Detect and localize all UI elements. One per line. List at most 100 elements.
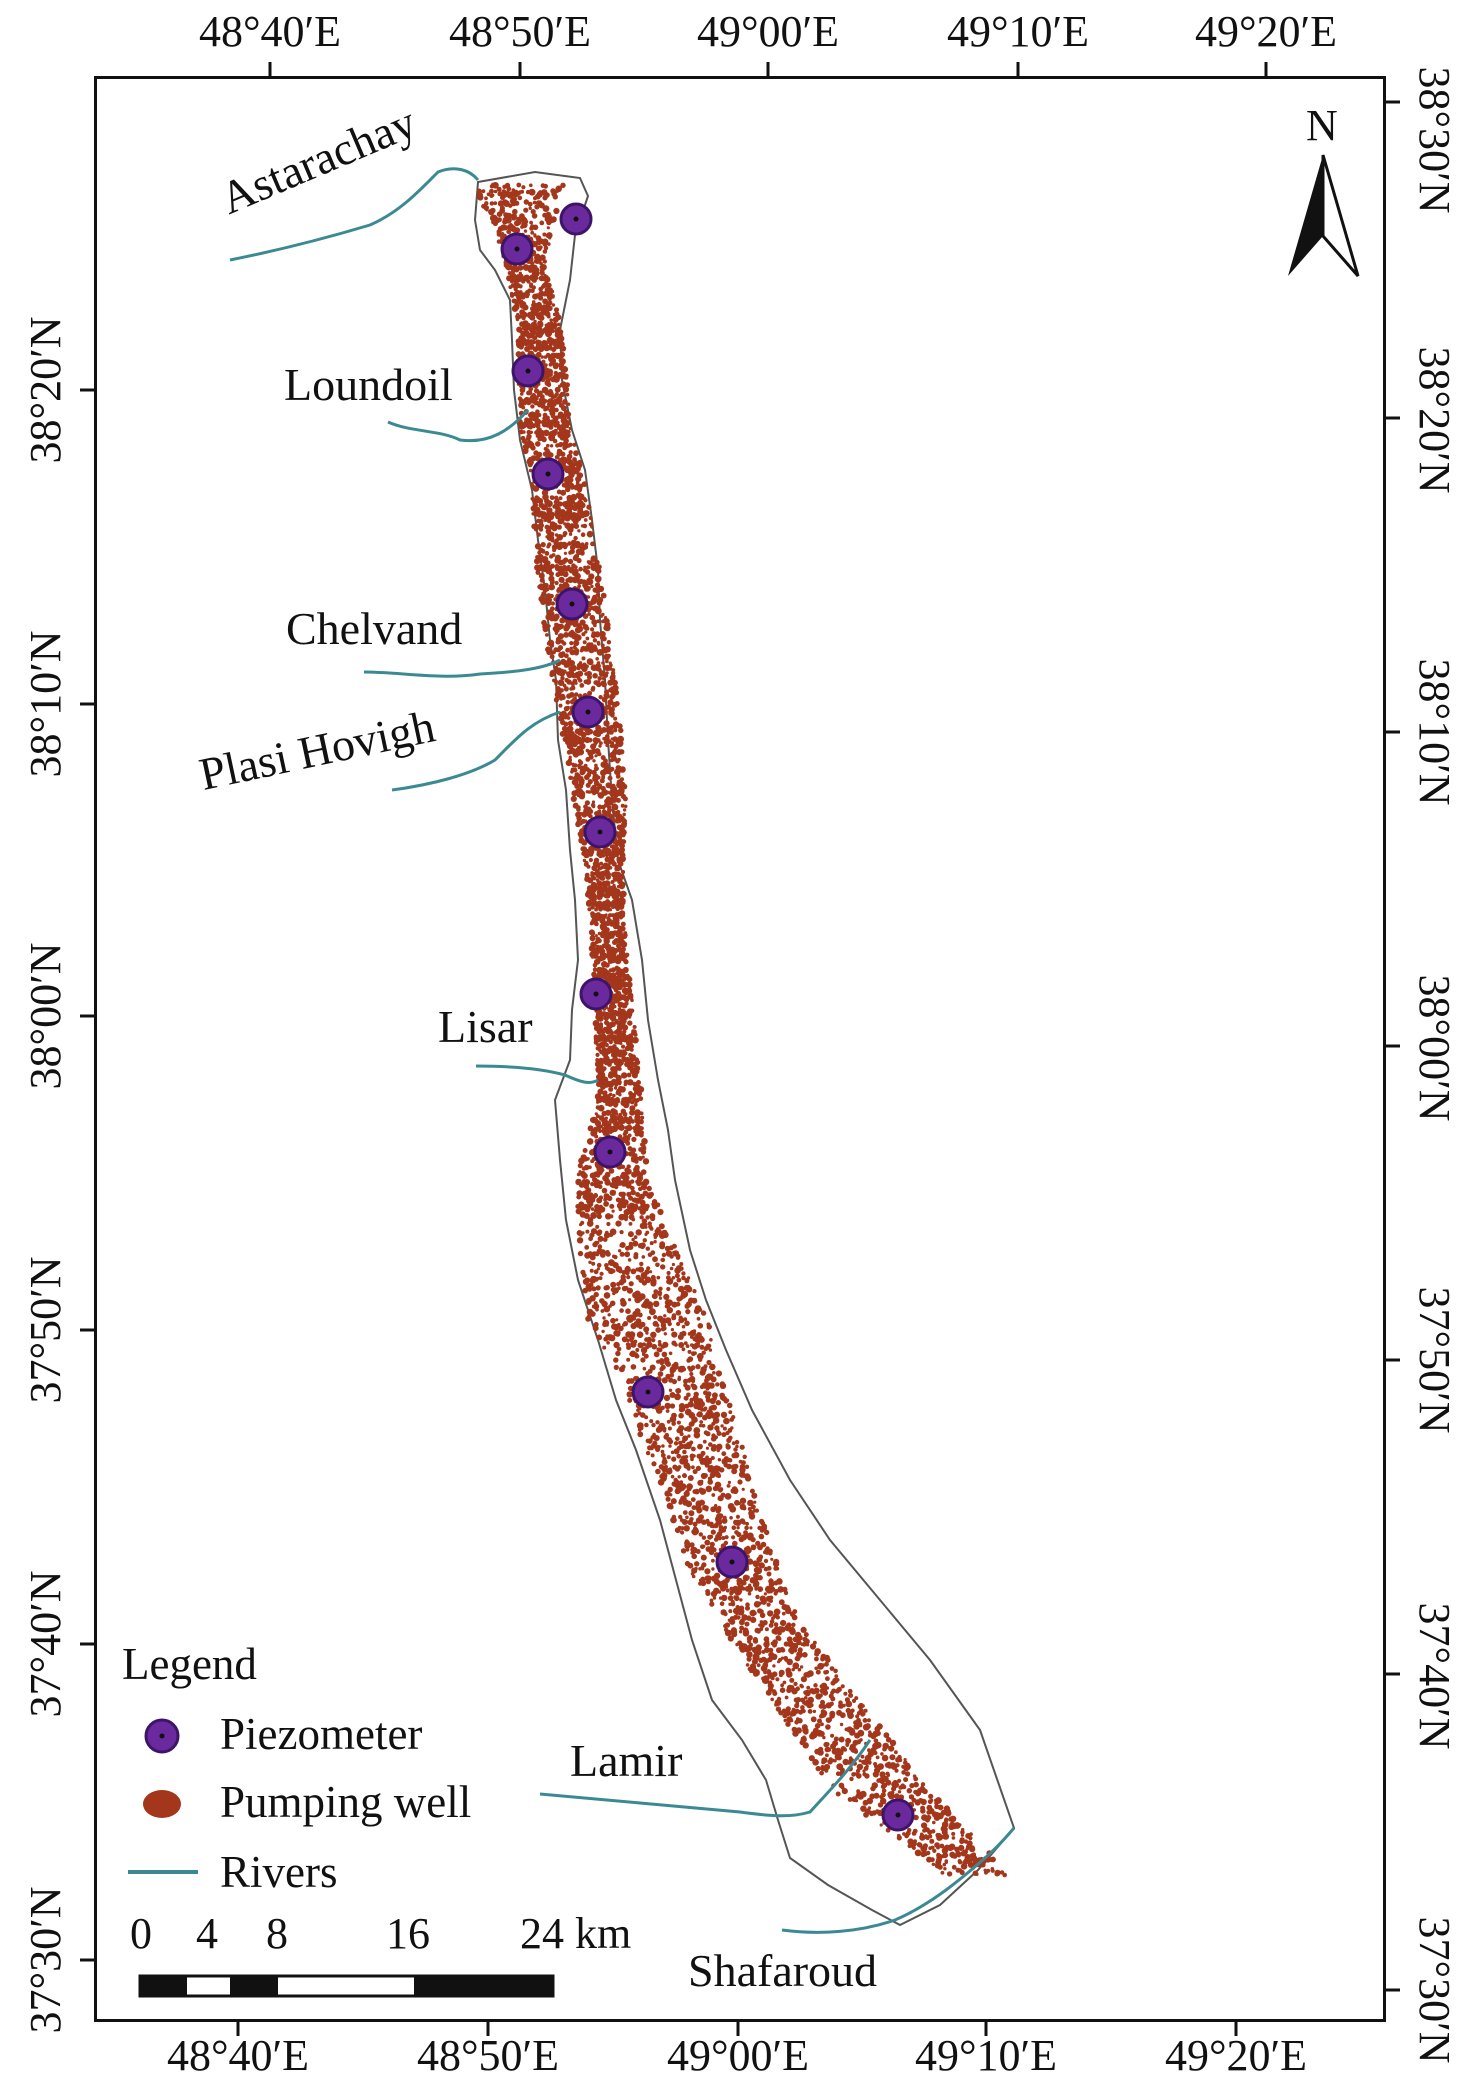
pumping-well-dot [686, 1483, 693, 1490]
pumping-well-dot [725, 1443, 730, 1448]
pumping-well-dot [497, 200, 505, 207]
pumping-well-dot [697, 1323, 704, 1329]
pumping-well-dot [588, 846, 594, 851]
pumping-well-dot [617, 1322, 621, 1327]
pumping-well-dot [721, 1536, 726, 1540]
pumping-well-dot [590, 557, 596, 562]
pumping-well-dot [607, 1313, 611, 1317]
pumping-well-dot [610, 673, 616, 679]
pumping-well-dot [613, 728, 618, 733]
pumping-well-dot [612, 930, 618, 936]
pumping-well-dot [557, 322, 561, 327]
pumping-well-dot [545, 646, 552, 653]
pumping-well-dot [557, 633, 565, 640]
pumping-well-dot [537, 390, 543, 396]
pumping-well-dot [690, 1331, 695, 1336]
pumping-well-dot [516, 182, 522, 188]
pumping-well-dot [733, 1447, 738, 1452]
pumping-well-dot [591, 946, 595, 950]
pumping-well-dot [691, 1297, 698, 1304]
pumping-well-dot [605, 871, 611, 877]
pumping-well-dot [584, 1206, 591, 1213]
pumping-well-dot [555, 189, 560, 193]
pumping-well-dot [798, 1650, 802, 1655]
pumping-well-dot [671, 1412, 677, 1419]
pumping-well-dot [589, 951, 596, 958]
pumping-well-dot [514, 291, 521, 297]
pumping-well-dot [624, 1058, 629, 1063]
pumping-well-dot [615, 1318, 619, 1322]
pumping-well-dot [633, 1321, 638, 1326]
pumping-well-dot [765, 1546, 770, 1551]
pumping-well-dot [728, 1609, 733, 1614]
pumping-well-dot [542, 557, 547, 562]
pumping-well-dot [597, 597, 604, 603]
pumping-well-dot [603, 711, 608, 716]
pumping-well-dot [545, 217, 549, 222]
pumping-well-dot [493, 189, 498, 194]
pumping-well-dot [533, 388, 540, 394]
pumping-well-dot [532, 485, 540, 492]
pumping-well-dot [577, 759, 582, 763]
pumping-well-dot [675, 1310, 682, 1316]
pumping-well-dot [590, 1182, 595, 1187]
pumping-well-dot [544, 379, 551, 386]
pumping-well-dot [804, 1638, 810, 1645]
pumping-well-dot [523, 329, 528, 335]
pumping-well-dot [603, 1305, 611, 1313]
pumping-well-dot [655, 1228, 662, 1236]
pumping-well-dot [680, 1530, 685, 1535]
pumping-well-dot [583, 565, 587, 569]
pumping-well-dot [707, 1479, 713, 1485]
pumping-well-dot [613, 921, 618, 926]
pumping-well-dot [554, 565, 562, 572]
pumping-well-dot [620, 822, 627, 829]
pumping-well-dot [560, 719, 566, 726]
pumping-well-dot [539, 547, 544, 552]
pumping-well-dot [535, 441, 541, 447]
pumping-well-dot [559, 442, 563, 447]
pumping-well-dot [559, 587, 563, 592]
pumping-well-dot [726, 1402, 733, 1409]
pumping-well-dot [599, 741, 603, 745]
pumping-well-dot [558, 496, 563, 501]
pumping-well-dot [583, 679, 589, 685]
pumping-well-dot [670, 1450, 675, 1455]
pumping-well-dot [666, 1419, 671, 1424]
pumping-well-dot [754, 1627, 761, 1634]
pumping-well-dot [705, 1518, 710, 1523]
pumping-well-dot [534, 204, 540, 210]
pumping-well-dot [569, 741, 573, 746]
pumping-well-dot [814, 1656, 819, 1662]
pumping-well-dot [554, 580, 559, 586]
pumping-well-dot [601, 680, 605, 685]
pumping-well-dot [795, 1697, 801, 1703]
pumping-well-dot [651, 1422, 656, 1428]
pumping-well-dot [609, 1203, 615, 1209]
pumping-well-dot [756, 1663, 761, 1668]
pumping-well-dot [590, 1130, 597, 1137]
pumping-well-dot [604, 1284, 610, 1291]
pumping-well-dot [709, 1338, 713, 1342]
pumping-well-dot [548, 217, 555, 224]
pumping-well-dot [562, 533, 567, 538]
pumping-well-dot [599, 1271, 604, 1276]
pumping-well-dot [601, 787, 606, 792]
pumping-well-dot [530, 288, 535, 294]
pumping-well-dot [492, 182, 499, 189]
pumping-well-dot [739, 1625, 744, 1631]
pumping-well-dot [553, 697, 560, 703]
pumping-well-dot [750, 1667, 757, 1674]
pumping-well-dot [759, 1528, 765, 1533]
pumping-well-dot [546, 418, 551, 424]
pumping-well-dot [770, 1697, 774, 1702]
pumping-well-dot [523, 229, 528, 233]
pumping-well-dot [553, 428, 558, 433]
pumping-well-dot [626, 1345, 632, 1350]
pumping-well-dot [751, 1492, 758, 1499]
pumping-well-dot [779, 1626, 786, 1633]
pumping-well-dot [552, 678, 556, 683]
pumping-well-dot [675, 1255, 681, 1260]
pumping-well-dot [553, 207, 560, 215]
pumping-well-dot [682, 1449, 687, 1455]
